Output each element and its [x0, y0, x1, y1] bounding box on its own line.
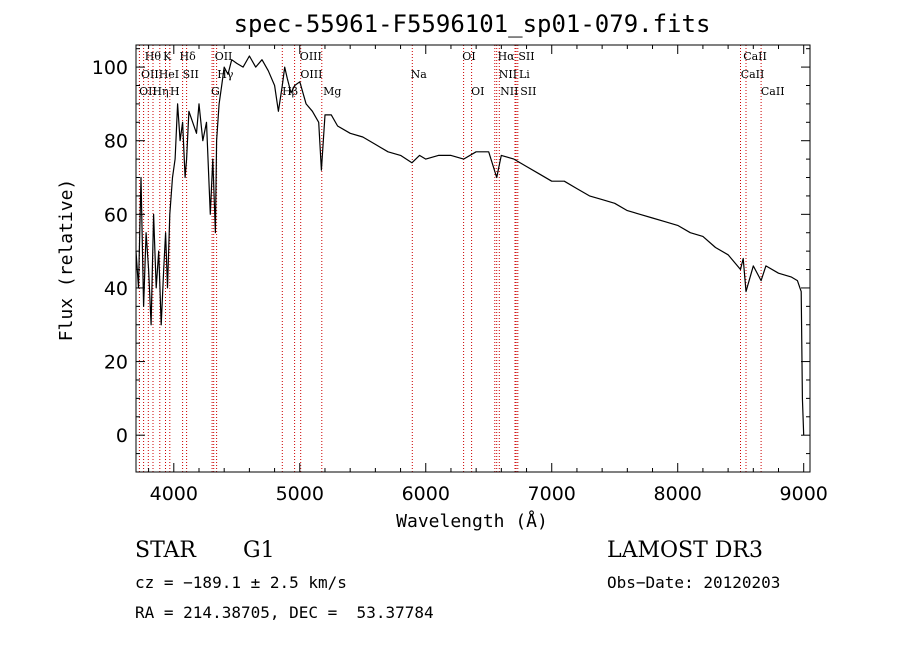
y-axis-label: Flux (relative) — [56, 179, 77, 342]
x-tick-label-4000: 4000 — [150, 483, 198, 505]
line-label-row1-6: Hα — [498, 50, 516, 63]
line-label-row3-5: Mg — [323, 85, 341, 98]
line-label-row3-7: NII — [500, 85, 518, 98]
line-label-row2-8: CaII — [741, 68, 765, 81]
y-tick-label-100: 100 — [92, 57, 128, 79]
line-label-row1-1: K — [163, 50, 172, 63]
line-label-row3-0: OII — [139, 85, 157, 98]
line-label-row2-4: OIII — [300, 68, 322, 81]
survey-name: LAMOST DR3 — [607, 538, 763, 563]
x-tick-label-9000: 9000 — [780, 483, 828, 505]
line-label-row1-2: Hδ — [180, 50, 197, 63]
y-tick-label-0: 0 — [116, 425, 128, 447]
y-tick-label-80: 80 — [104, 131, 128, 153]
spectrum-line — [135, 55, 805, 436]
x-axis-label: Wavelength (Å) — [396, 510, 548, 532]
y-axis: 0 20 40 60 80 100 — [92, 48, 810, 473]
line-label-row2-5: Na — [411, 68, 428, 81]
line-label-row2-1: HeI — [159, 68, 179, 81]
line-label-row3-3: G — [211, 85, 220, 98]
x-tick-label-5000: 5000 — [276, 483, 324, 505]
spectrum-series — [135, 55, 805, 436]
line-label-row1-5: OI — [462, 50, 475, 63]
x-tick-label-6000: 6000 — [402, 483, 450, 505]
line-label-row3-9: CaII — [761, 85, 785, 98]
y-tick-label-60: 60 — [104, 204, 128, 226]
plot-frame — [135, 44, 811, 473]
line-label-row2-6: NII — [499, 68, 517, 81]
line-label-row3-8: SII — [520, 85, 536, 98]
line-label-row1-4: OIII — [300, 50, 322, 63]
object-class: STAR — [135, 538, 196, 563]
x-tick-label-7000: 7000 — [528, 483, 576, 505]
y-tick-label-20: 20 — [104, 352, 128, 374]
line-label-row3-1: Hη — [152, 85, 168, 98]
line-label-row2-2: SII — [183, 68, 199, 81]
line-label-row3-2: H — [170, 85, 180, 98]
marker-lines — [138, 45, 762, 472]
object-subclass: G1 — [243, 538, 275, 563]
chart-title: spec-55961-F5596101_sp01-079.fits — [234, 10, 711, 38]
line-label-row1-7: SII — [518, 50, 534, 63]
line-label-row1-8: CaII — [743, 50, 767, 63]
y-tick-label-40: 40 — [104, 278, 128, 300]
line-label-row2-3: Hγ — [217, 68, 234, 81]
line-label-row2-7: Li — [519, 68, 530, 81]
obs-date: Obs−Date: 20120203 — [607, 573, 781, 592]
line-label-row1-0: Hθ — [145, 50, 162, 63]
line-label-row3-6: OI — [471, 85, 484, 98]
line-label-row3-4: Hβ — [282, 85, 298, 98]
line-label-row1-3: OII — [215, 50, 233, 63]
x-axis: 4000 5000 6000 7000 8000 9000 — [148, 45, 828, 505]
line-label-row2-0: OII — [141, 68, 159, 81]
x-tick-label-8000: 8000 — [654, 483, 702, 505]
redshift-cz: cz = −189.1 ± 2.5 km/s — [135, 573, 347, 592]
coordinates: RA = 214.38705, DEC = 53.37784 — [135, 603, 434, 622]
